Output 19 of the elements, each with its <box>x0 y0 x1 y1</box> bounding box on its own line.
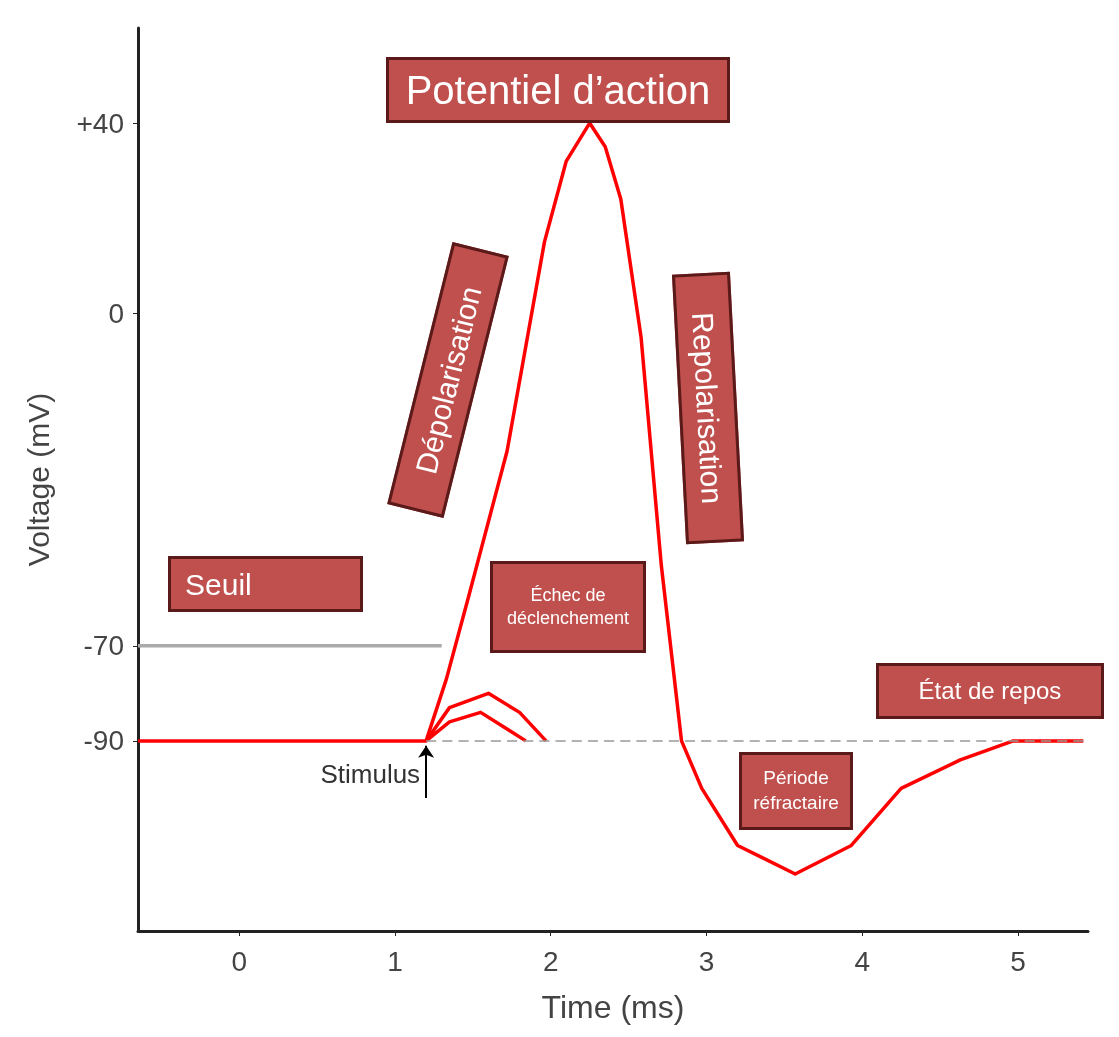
x-tick-label: 3 <box>698 945 715 977</box>
label-box: Échec de déclenchement <box>490 561 646 653</box>
y-tick-label: -90 <box>83 725 124 757</box>
label-box: État de repos <box>876 663 1104 719</box>
x-tick-label: 5 <box>1010 945 1026 977</box>
label-box: Seuil <box>168 556 363 612</box>
label-box: Période réfractaire <box>739 752 853 830</box>
label-box: Repolarisation <box>671 271 745 545</box>
x-tick-label: 4 <box>854 945 870 977</box>
x-tick-label: 0 <box>231 945 248 977</box>
y-tick-label: 0 <box>108 297 124 329</box>
x-axis-title: Time (ms) <box>541 989 685 1025</box>
text: Potentiel d’action <box>405 68 711 112</box>
y-axis-title: Voltage (mV) <box>21 392 55 567</box>
y-tick-label: +40 <box>76 107 124 139</box>
y-tick-label: -70 <box>83 630 124 662</box>
x-tick-label: 1 <box>387 945 403 977</box>
x-tick-label: 2 <box>542 945 559 977</box>
annotation: Stimulus <box>320 758 421 790</box>
